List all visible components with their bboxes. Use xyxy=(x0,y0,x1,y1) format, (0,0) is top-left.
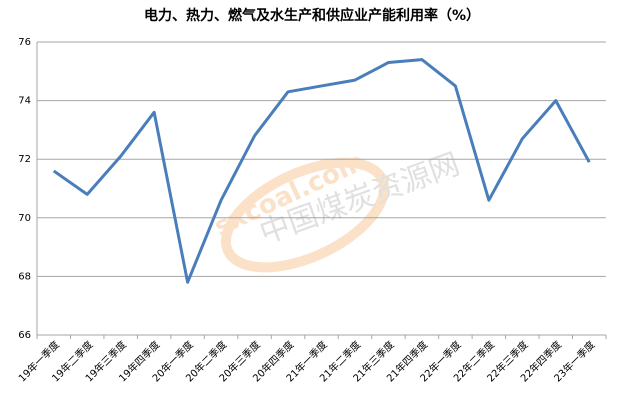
watermark-logo xyxy=(220,157,390,273)
watermark: sxcoal.com 中国煤炭资源网 xyxy=(210,147,464,273)
y-tick-label: 74 xyxy=(18,96,31,107)
data-line xyxy=(52,58,591,284)
chart-title: 电力、热力、燃气及水生产和供应业产能利用率（%） xyxy=(144,7,480,24)
y-tick-label: 66 xyxy=(18,330,31,341)
y-tick-label: 70 xyxy=(18,213,31,224)
y-tick-label: 76 xyxy=(18,37,31,48)
y-tick-label: 72 xyxy=(18,154,31,165)
y-tick-label: 68 xyxy=(18,271,31,282)
